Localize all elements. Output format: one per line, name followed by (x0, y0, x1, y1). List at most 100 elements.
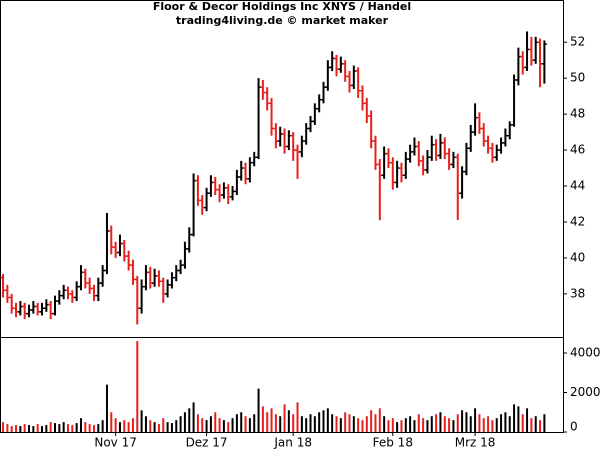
volume-bar (244, 416, 247, 432)
volume-bar (409, 416, 412, 432)
volume-bar (97, 424, 100, 432)
volume-bar (266, 412, 269, 432)
y-tick-label: 38 (570, 286, 585, 300)
y-tick-label: 42 (570, 214, 585, 228)
volume-bar (179, 416, 182, 432)
volume-bar (422, 418, 425, 432)
volume-bar (170, 423, 173, 432)
volume-bar (127, 422, 130, 432)
volume-bar (387, 420, 390, 432)
volume-bar (487, 416, 490, 432)
x-tick-label: Feb 18 (373, 436, 413, 450)
volume-bar (227, 422, 230, 432)
volume-bar (131, 418, 134, 432)
volume-bar (140, 410, 143, 432)
volume-bar (374, 414, 377, 432)
volume-bar (521, 414, 524, 432)
volume-bar (2, 422, 5, 432)
volume-bar (534, 416, 537, 432)
volume-bar (201, 418, 204, 432)
volume-bar (32, 426, 35, 432)
volume-bar (79, 418, 82, 432)
volume-bar (430, 416, 433, 432)
volume-bar (101, 420, 104, 432)
volume-bar (296, 402, 299, 432)
volume-bar (508, 416, 511, 432)
volume-bar (461, 410, 464, 432)
volume-bar (482, 418, 485, 432)
volume-bar (6, 424, 9, 432)
chart-title: Floor & Decor Holdings Inc XNYS / Handel (153, 0, 411, 13)
volume-bar (240, 412, 243, 432)
volume-bar (209, 416, 212, 432)
volume-bar (526, 408, 529, 432)
volume-bar (175, 420, 178, 432)
y-tick-label: 46 (570, 143, 585, 157)
volume-bar (92, 425, 95, 432)
y-tick-label: 50 (570, 71, 585, 85)
volume-bar (58, 424, 61, 432)
volume-bar (196, 414, 199, 432)
volume-bar (110, 412, 113, 432)
volume-bar (105, 384, 108, 432)
volume-bar (205, 420, 208, 432)
volume-bar (166, 422, 169, 432)
volume-bar (452, 420, 455, 432)
volume-bar (426, 420, 429, 432)
volume-bar (253, 414, 256, 432)
marks (0, 31, 547, 432)
volume-bar (235, 414, 238, 432)
volume-bar (157, 424, 160, 432)
volume-bar (495, 418, 498, 432)
volume-bar (378, 408, 381, 432)
volume-bar (123, 420, 126, 432)
volume-bar (66, 424, 69, 432)
volume-bar (118, 422, 121, 432)
y2-tick-label: 0 (570, 420, 578, 434)
volume-bar (448, 418, 451, 432)
volume-bar (19, 426, 22, 432)
volume-bar (41, 426, 44, 432)
x-tick-label: Jan 18 (273, 436, 312, 450)
volume-bar (491, 420, 494, 432)
volume-bar (443, 416, 446, 432)
volume-bar (339, 418, 342, 432)
volume-bar (383, 416, 386, 432)
y-tick-label: 52 (570, 35, 585, 49)
y2-tick-label: 4000 (570, 346, 600, 360)
volume-bar (357, 418, 360, 432)
volume-bar (322, 410, 325, 432)
chart-subtitle: trading4living.de © market maker (176, 14, 389, 27)
volume-bar (478, 414, 481, 432)
volume-bar (270, 408, 273, 432)
volume-bar (248, 418, 251, 432)
volume-bar (75, 423, 78, 432)
volume-bar (23, 424, 26, 432)
volume-bar (231, 418, 234, 432)
volume-bar (361, 420, 364, 432)
volume-bar (365, 416, 368, 432)
volume-bar (313, 416, 316, 432)
volume-bar (162, 418, 165, 432)
volume-bar (413, 420, 416, 432)
volume-bar (222, 420, 225, 432)
volume-bar (309, 414, 312, 432)
y-tick-label: 44 (570, 179, 585, 193)
y-tick-label: 48 (570, 107, 585, 121)
volume-bar (192, 402, 195, 432)
volume-bar (15, 425, 18, 432)
volume-bar (417, 414, 420, 432)
volume-bar (435, 414, 438, 432)
volume-bar (513, 404, 516, 432)
volume-bar (404, 418, 407, 432)
volume-bar (318, 412, 321, 432)
volume-bar (28, 425, 31, 432)
volume-bar (62, 422, 65, 432)
volume-bar (49, 422, 52, 432)
volume-bar (84, 422, 87, 432)
volume-bar (214, 412, 217, 432)
volume-bar (283, 404, 286, 432)
volume-bar (370, 410, 373, 432)
volume-bar (144, 416, 147, 432)
